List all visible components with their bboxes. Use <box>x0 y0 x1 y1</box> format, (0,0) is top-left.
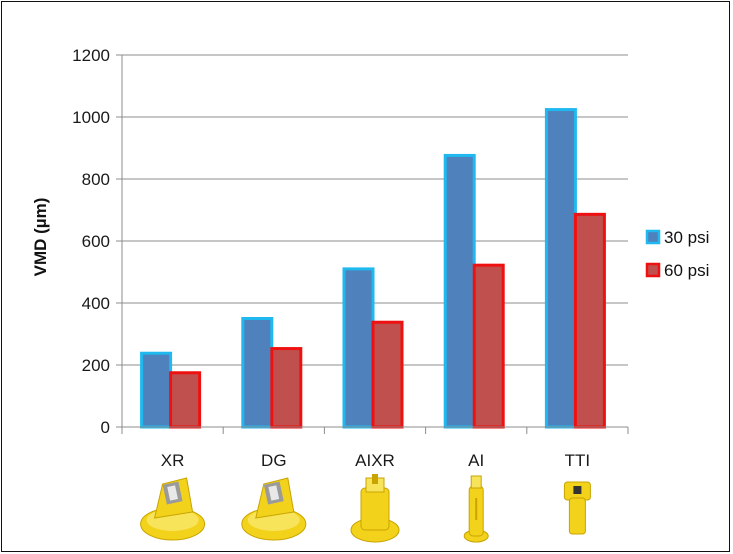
bar-dg-30-psi <box>241 317 274 429</box>
gridlines <box>122 54 628 366</box>
bars <box>140 108 606 429</box>
legend-swatch <box>645 229 661 245</box>
nozzle-ai-icon <box>463 475 489 543</box>
legend-label: 30 psi <box>664 228 709 247</box>
nozzle-aixr-icon <box>350 474 400 543</box>
legend-label: 60 psi <box>664 261 709 280</box>
y-tick-label: 400 <box>82 294 110 313</box>
y-tick-label: 0 <box>101 418 110 437</box>
y-tick-label: 800 <box>82 170 110 189</box>
category-label: XR <box>161 451 185 470</box>
y-axis: 0 200 400 600 800 1000 1200 <box>72 46 123 437</box>
y-tick-label: 200 <box>82 356 110 375</box>
bar-tti-60-psi <box>573 212 606 429</box>
y-tick-label: 1200 <box>72 46 110 65</box>
nozzle-tti-icon <box>563 481 591 535</box>
category-label: AI <box>468 451 484 470</box>
bar-dg-60-psi <box>270 347 303 429</box>
category-label: TTI <box>565 451 591 470</box>
nozzle-icons <box>140 474 591 543</box>
bar-ai-60-psi <box>472 263 505 429</box>
category-label: AIXR <box>355 451 395 470</box>
legend: 30 psi 60 psi <box>645 228 709 280</box>
bar-tti-30-psi <box>544 108 577 429</box>
bar-aixr-30-psi <box>342 267 375 429</box>
y-axis-label: VMD (µm) <box>31 198 50 277</box>
x-axis: XR DG AIXR AI TTI <box>121 426 629 470</box>
nozzle-dg-icon <box>241 477 307 541</box>
legend-swatch <box>645 262 661 278</box>
y-tick-label: 1000 <box>72 108 110 127</box>
nozzle-xr-icon <box>140 477 206 541</box>
bar-xr-30-psi <box>140 351 173 429</box>
bar-aixr-60-psi <box>371 320 404 429</box>
bar-xr-60-psi <box>169 371 202 429</box>
bar-ai-30-psi <box>443 153 476 429</box>
y-tick-label: 600 <box>82 232 110 251</box>
category-label: DG <box>261 451 287 470</box>
